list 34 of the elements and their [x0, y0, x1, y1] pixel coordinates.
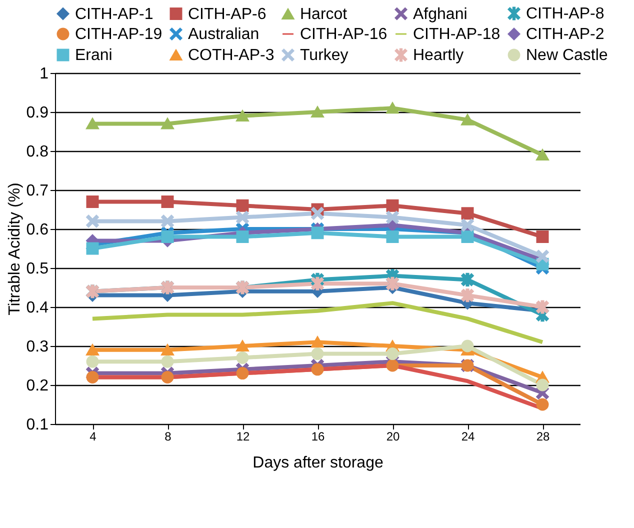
- x-tick-label: 4: [90, 430, 97, 444]
- legend-label: Heartly: [413, 47, 464, 64]
- x-tick-label: 16: [311, 430, 325, 444]
- y-tick-label: 0.9: [26, 104, 49, 122]
- y-tick-label: 0.5: [26, 260, 49, 278]
- legend-label: CITH-AP-18: [413, 26, 500, 43]
- y-tick-label: 1: [40, 66, 49, 82]
- y-tick-label: 0.4: [26, 300, 49, 316]
- y-tick-label: 0.6: [26, 222, 49, 238]
- y-tick-label: 0.3: [26, 338, 49, 356]
- legend-label: Afghani: [413, 6, 468, 23]
- x-tick-label: 24: [461, 430, 475, 444]
- x-tick-label: 28: [536, 430, 550, 444]
- legend-label: CITH-AP-8: [526, 5, 604, 22]
- legend-label: New Castle: [526, 47, 608, 64]
- legend-label: Harcot: [300, 6, 348, 23]
- legend-label: CITH-AP-6: [188, 6, 266, 23]
- x-axis-title: Days after storage: [252, 454, 384, 472]
- legend-label: CITH-AP-2: [526, 26, 604, 43]
- x-tick-label: 8: [164, 430, 172, 444]
- legend-label: CITH-AP-19: [75, 26, 162, 43]
- y-tick-label: 0.1: [26, 416, 49, 434]
- legend-label: CITH-AP-1: [75, 6, 154, 23]
- y-axis-title: Titrable Acidity (%): [6, 182, 24, 316]
- y-tick-label: 0.2: [26, 378, 49, 394]
- legend-label: Erani: [75, 47, 112, 64]
- x-tick-label: 12: [236, 430, 250, 444]
- legend-label: Turkey: [300, 47, 348, 64]
- legend-label: Australian: [188, 26, 260, 43]
- legend-label: CITH-AP-16: [300, 26, 388, 43]
- legend-label: COTH-AP-3: [188, 47, 274, 64]
- y-tick-label: 0.7: [26, 182, 49, 200]
- x-tick-label: 20: [386, 430, 400, 444]
- y-tick-label: 0.8: [26, 144, 49, 160]
